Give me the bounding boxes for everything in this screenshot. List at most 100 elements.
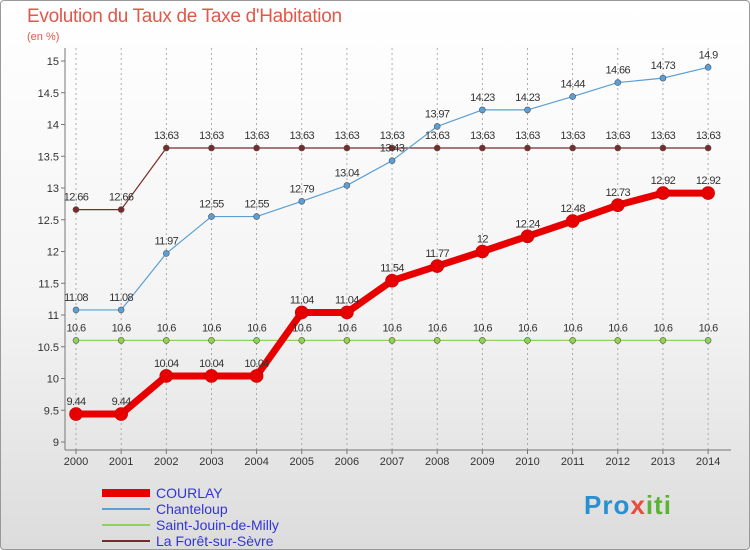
data-label: 11.08: [64, 292, 88, 304]
data-label: 10.6: [383, 322, 402, 334]
data-point: [704, 64, 712, 71]
data-label: 12: [477, 234, 489, 246]
data-point: [659, 74, 667, 82]
data-label: 9.44: [66, 396, 85, 408]
data-label: 13.63: [154, 130, 179, 142]
data-label: 10.04: [199, 358, 224, 370]
data-label: 10.6: [247, 322, 266, 334]
x-tick-label: 2014: [696, 456, 720, 468]
legend-item: La Forêt-sur-Sèvre: [102, 533, 279, 549]
y-tick-label: 9.5: [44, 405, 59, 417]
data-point: [69, 407, 83, 421]
data-point: [479, 106, 486, 114]
data-label: 12.79: [289, 183, 314, 195]
x-tick-label: 2004: [244, 456, 268, 468]
data-point: [298, 144, 306, 152]
y-tick-label: 12: [47, 247, 59, 259]
data-label: 14.23: [515, 92, 540, 104]
data-label: 10.6: [112, 322, 131, 334]
legend-swatch: [102, 508, 150, 510]
data-point: [117, 206, 125, 213]
data-point: [433, 144, 441, 152]
data-label: 10.6: [202, 322, 221, 334]
legend-item: COURLAY: [102, 485, 279, 501]
data-point: [204, 369, 219, 383]
data-label: 10.6: [292, 322, 311, 334]
legend-label: Chanteloup: [156, 501, 228, 517]
data-label: 13.63: [470, 130, 495, 142]
y-tick-label: 11.5: [38, 278, 59, 290]
data-label: 13.43: [380, 143, 405, 155]
data-point: [614, 79, 622, 86]
data-label: 13.63: [606, 130, 631, 142]
data-label: 10.04: [244, 358, 269, 370]
data-point: [433, 337, 441, 344]
data-point: [72, 337, 80, 344]
y-tick-label: 9: [53, 437, 59, 449]
data-label: 10.6: [157, 322, 176, 334]
chart-title: Evolution du Taux de Taxe d'Habitation: [27, 6, 342, 27]
data-point: [388, 157, 396, 164]
data-point: [659, 337, 667, 344]
data-point: [430, 259, 445, 273]
data-point: [656, 186, 670, 200]
data-label: 12.66: [64, 192, 89, 204]
y-tick-label: 13: [47, 183, 59, 195]
x-tick-label: 2010: [515, 456, 539, 468]
data-label: 12.48: [560, 203, 585, 215]
chart-subtitle: (en %): [27, 31, 60, 43]
x-tick-label: 2008: [425, 456, 449, 468]
data-label: 14.73: [651, 60, 676, 72]
data-label: 10.6: [428, 322, 447, 334]
data-point: [253, 213, 260, 220]
data-label: 13.04: [335, 167, 360, 179]
data-point: [253, 337, 260, 344]
data-label: 11.77: [425, 248, 449, 260]
data-point: [163, 144, 170, 152]
data-point: [614, 144, 622, 152]
data-point: [569, 144, 576, 152]
x-tick-label: 2007: [380, 456, 404, 468]
data-point: [163, 250, 170, 257]
data-point: [253, 144, 260, 152]
data-label: 10.6: [608, 322, 627, 334]
data-point: [72, 206, 80, 213]
data-point: [524, 337, 531, 344]
y-tick-label: 13.5: [38, 151, 59, 163]
y-tick-label: 10: [47, 374, 59, 386]
data-label: 14.66: [606, 65, 631, 77]
data-point: [114, 407, 128, 421]
data-point: [208, 337, 215, 344]
y-tick-label: 15: [47, 56, 59, 68]
data-point: [340, 305, 354, 320]
x-tick-label: 2006: [335, 456, 359, 468]
data-point: [208, 144, 215, 152]
data-point: [117, 306, 125, 314]
data-label: 13.63: [289, 130, 314, 142]
x-tick-label: 2000: [64, 456, 88, 468]
data-point: [475, 244, 490, 259]
logo-part-x: x: [630, 490, 646, 520]
data-point: [479, 144, 486, 152]
data-label: 10.6: [66, 322, 85, 334]
data-point: [569, 337, 576, 344]
data-point: [704, 144, 712, 152]
data-label: 13.97: [425, 108, 450, 120]
data-point: [524, 144, 531, 152]
legend-swatch: [102, 540, 150, 542]
data-point: [159, 369, 174, 383]
data-label: 12.73: [606, 187, 631, 199]
data-point: [343, 337, 351, 344]
legend-label: COURLAY: [156, 485, 223, 501]
data-point: [569, 93, 576, 100]
x-tick-label: 2001: [109, 456, 133, 468]
data-label: 10.6: [337, 322, 356, 334]
data-point: [388, 144, 396, 152]
data-label: 12.92: [651, 175, 676, 187]
data-label: 14.23: [470, 92, 495, 104]
data-point: [72, 306, 80, 314]
data-point: [249, 369, 264, 383]
x-tick-label: 2011: [561, 456, 585, 468]
data-point: [704, 337, 712, 344]
data-point: [479, 337, 486, 344]
